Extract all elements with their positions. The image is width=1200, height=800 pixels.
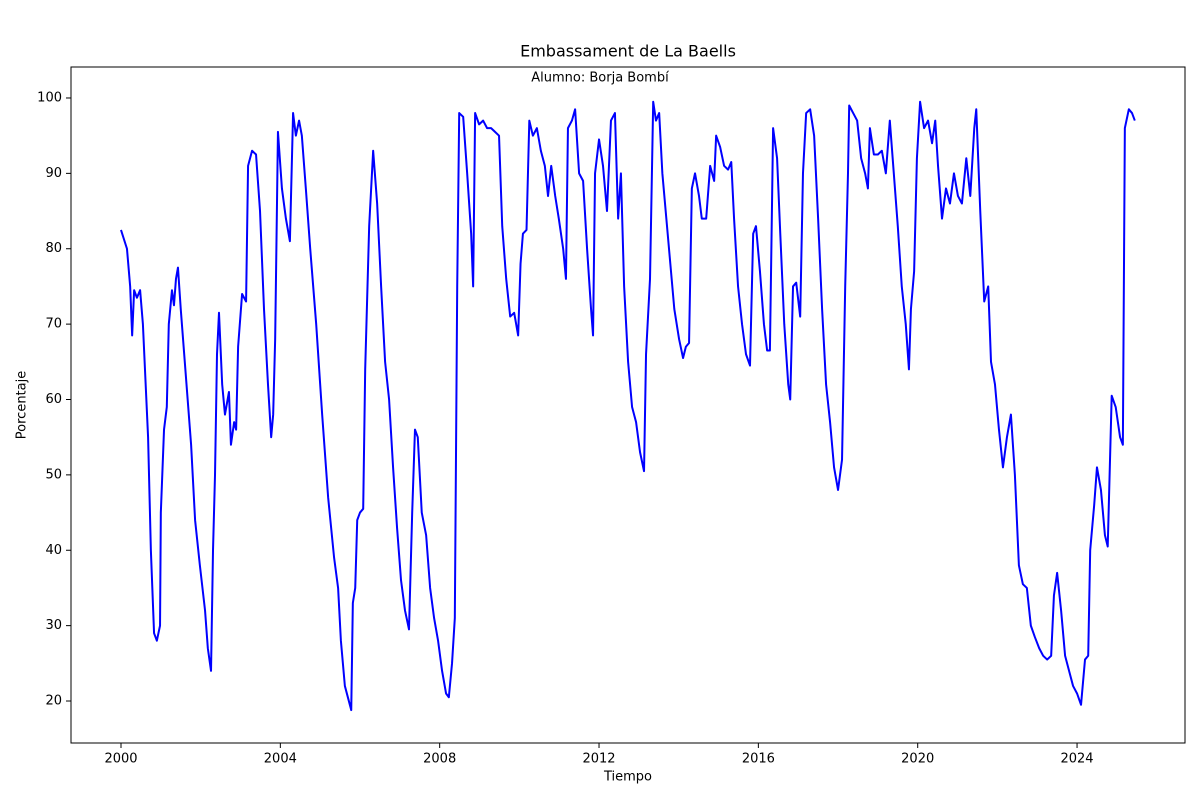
x-tick-label: 2016 bbox=[742, 752, 775, 767]
plot-frame bbox=[70, 66, 1186, 744]
x-tick-label: 2000 bbox=[104, 752, 137, 767]
x-tick-label: 2012 bbox=[582, 752, 615, 767]
y-tick-label: 90 bbox=[45, 166, 62, 181]
x-tick-label: 2008 bbox=[423, 752, 456, 767]
y-tick-label: 70 bbox=[45, 317, 62, 332]
y-tick-label: 50 bbox=[45, 467, 62, 482]
x-tick-label: 2024 bbox=[1060, 752, 1093, 767]
data-line bbox=[120, 100, 1136, 712]
y-axis-label: Porcentaje bbox=[15, 371, 30, 439]
x-axis-label: Tiempo bbox=[603, 770, 652, 785]
chart-subtitle: Alumno: Borja Bombí bbox=[531, 71, 669, 86]
y-tick-label: 80 bbox=[45, 241, 62, 256]
y-tick-label: 100 bbox=[37, 90, 62, 105]
chart-title: Embassament de La Baells bbox=[520, 42, 736, 61]
x-tick-label: 2004 bbox=[264, 752, 297, 767]
y-tick-label: 60 bbox=[45, 392, 62, 407]
y-tick-label: 30 bbox=[45, 618, 62, 633]
y-tick-label: 20 bbox=[45, 694, 62, 709]
y-tick-label: 40 bbox=[45, 543, 62, 558]
x-tick-label: 2020 bbox=[901, 752, 934, 767]
